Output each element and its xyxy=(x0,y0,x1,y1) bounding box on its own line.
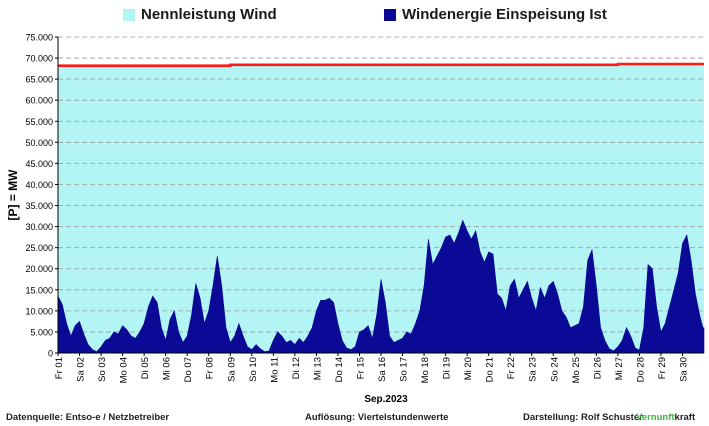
legend: Nennleistung Wind Windenergie Einspeisun… xyxy=(0,6,709,32)
legend-swatch-nennleistung xyxy=(123,8,135,21)
legend-swatch-einspeisung xyxy=(384,8,396,21)
y-tick-label: 60.000 xyxy=(25,96,53,106)
x-tick-label: Sa 30 xyxy=(678,357,689,382)
legend-label-nennleistung: Nennleistung Wind xyxy=(141,6,277,23)
y-tick-label: 15.000 xyxy=(25,285,53,295)
x-tick-label: Sa 23 xyxy=(528,357,539,382)
y-tick-label: 30.000 xyxy=(25,222,53,232)
x-tick-label: Do 28 xyxy=(635,357,646,382)
line-nennleistung xyxy=(58,62,704,67)
area-einspeisung xyxy=(57,219,705,354)
footer: Datenquelle: Entso-e / Netzbetreiber Auf… xyxy=(0,410,709,426)
x-axis-label: Sep.2023 xyxy=(364,394,408,405)
x-tick-label: Fr 01 xyxy=(54,357,65,379)
x-tick-label: Di 12 xyxy=(291,357,302,379)
x-tick-label: So 24 xyxy=(549,357,560,382)
x-tick-label: Do 21 xyxy=(485,357,496,382)
footer-brand-green: Vernunft xyxy=(636,412,675,423)
y-tick-label: 10.000 xyxy=(25,306,53,316)
y-tick-label: 40.000 xyxy=(25,180,53,190)
footer-resolution: Auflösung: Viertelstundenwerte xyxy=(305,412,449,423)
y-tick-label: 50.000 xyxy=(25,138,53,148)
x-tick-label: Sa 16 xyxy=(377,357,388,382)
x-tick-label: Mo 11 xyxy=(269,357,280,383)
y-tick-label: 65.000 xyxy=(25,75,53,85)
x-tick-label: Mi 27 xyxy=(614,357,625,380)
x-tick-label: So 10 xyxy=(248,357,259,382)
x-tick-label: Sa 02 xyxy=(76,357,87,382)
footer-brand: Vernunftkraft xyxy=(636,412,695,423)
y-tick-label: 45.000 xyxy=(25,159,53,169)
footer-author-text: Darstellung: Rolf Schuster xyxy=(523,412,643,423)
x-tick-label: Mo 04 xyxy=(119,357,130,383)
y-tick-label: 25.000 xyxy=(25,243,53,253)
y-tick-label: 0 xyxy=(48,349,53,359)
legend-item-nennleistung: Nennleistung Wind xyxy=(123,6,277,23)
y-tick-label: 20.000 xyxy=(25,264,53,274)
x-tick-label: Fr 08 xyxy=(205,357,216,379)
x-tick-label: Fr 15 xyxy=(355,357,366,379)
x-tick-label: Mi 20 xyxy=(463,357,474,380)
y-tick-label: 70.000 xyxy=(25,54,53,64)
chart: 0 5.000 10.000 15.000 20.000 25.000 30.000 35.0… xyxy=(6,33,705,405)
footer-author: Darstellung: Rolf Schuster xyxy=(523,412,643,423)
x-tick-label: Mo 18 xyxy=(420,357,431,383)
footer-brand-dark: kraft xyxy=(674,412,696,423)
x-tick-label: Mi 06 xyxy=(162,357,173,380)
y-tick-label: 5.000 xyxy=(30,327,53,337)
x-tick-label: Di 26 xyxy=(592,357,603,379)
footer-source: Datenquelle: Entso-e / Netzbetreiber xyxy=(6,412,170,423)
legend-label-einspeisung: Windenergie Einspeisung Ist xyxy=(402,6,607,23)
legend-item-einspeisung: Windenergie Einspeisung Ist xyxy=(384,6,607,23)
y-tick-label: 35.000 xyxy=(25,201,53,211)
y-tick-label: 75.000 xyxy=(25,33,53,43)
x-tick-label: So 03 xyxy=(97,357,108,382)
x-tick-label: Mi 13 xyxy=(312,357,323,380)
x-tick-label: Fr 29 xyxy=(657,357,668,379)
x-tick-label: Sa 09 xyxy=(226,357,237,382)
x-tick-label: Fr 22 xyxy=(506,357,517,379)
y-tick-label: 55.000 xyxy=(25,117,53,127)
x-tick-label: Mo 25 xyxy=(571,357,582,383)
x-tick-label: Do 14 xyxy=(334,357,345,382)
x-tick-label: Di 05 xyxy=(140,357,151,379)
x-tick-label: Do 07 xyxy=(183,357,194,382)
x-tick-label: So 17 xyxy=(399,357,410,382)
y-axis-label: [P] = MW xyxy=(6,169,20,221)
x-tick-label: Di 19 xyxy=(442,357,453,379)
